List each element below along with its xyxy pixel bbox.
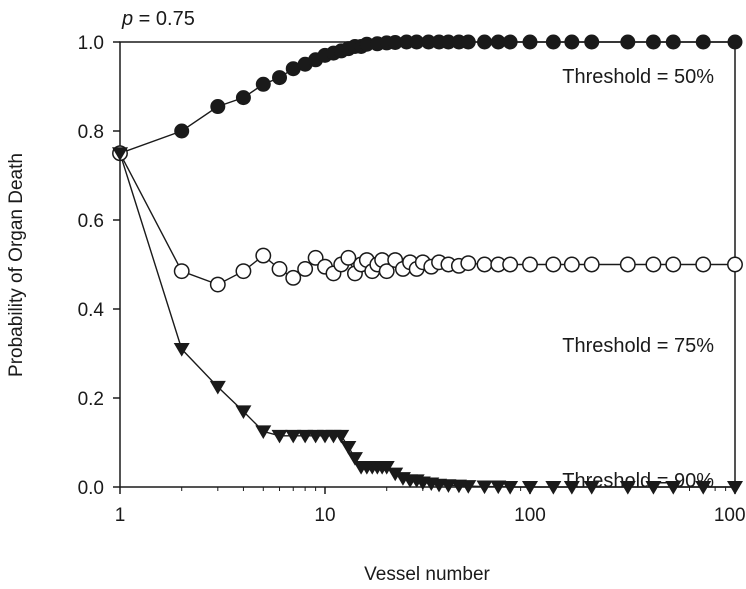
- data-point-filled-circle: [620, 34, 636, 50]
- data-point-triangle-down: [209, 380, 226, 395]
- data-point-open-circle: [340, 249, 357, 266]
- data-point-triangle-down: [297, 429, 314, 444]
- data-point-filled-circle: [255, 76, 271, 92]
- data-point-filled-circle: [564, 34, 580, 50]
- data-point-open-circle: [476, 256, 493, 273]
- x-axis-title: Vessel number: [364, 564, 490, 584]
- data-point-open-circle: [378, 263, 395, 280]
- data-point-triangle-down: [173, 343, 190, 357]
- data-point-open-circle: [727, 256, 743, 273]
- data-point-filled-circle: [272, 70, 288, 86]
- p-value: = 0.75: [133, 8, 195, 30]
- data-point-triangle-down: [271, 429, 288, 444]
- data-point-triangle-down: [695, 481, 712, 495]
- data-point-open-circle: [665, 256, 682, 273]
- data-point-triangle-down: [255, 425, 272, 439]
- x-tick-label: 1: [115, 505, 126, 526]
- data-point-open-circle: [563, 256, 580, 273]
- series-line: [119, 153, 735, 488]
- data-point-triangle-down: [522, 481, 538, 495]
- data-point-open-circle: [173, 263, 190, 280]
- series-line: [119, 41, 735, 154]
- data-point-triangle-down: [378, 460, 395, 475]
- data-point-triangle-down: [235, 405, 252, 419]
- data-point-filled-circle: [477, 34, 493, 50]
- y-tick-label: 0.4: [78, 300, 105, 321]
- data-point-open-circle: [522, 256, 538, 273]
- x-tick-label: 100: [514, 505, 546, 526]
- data-point-filled-circle: [727, 34, 743, 50]
- y-tick-label: 1.0: [78, 33, 104, 54]
- data-point-triangle-down: [727, 481, 743, 495]
- data-point-open-circle: [285, 269, 302, 286]
- data-point-filled-circle: [460, 34, 476, 50]
- data-point-triangle-down: [476, 480, 493, 495]
- data-point-triangle-down: [502, 481, 519, 495]
- data-point-open-circle: [209, 276, 226, 293]
- marks-layer: [112, 34, 743, 495]
- data-point-filled-circle: [502, 34, 518, 50]
- data-point-open-circle: [255, 247, 272, 264]
- series-label-threshold-75: Threshold = 75%: [562, 335, 714, 357]
- y-tick-label: 0.2: [78, 389, 104, 410]
- p-annotation: p = 0.75: [121, 8, 195, 30]
- data-point-open-circle: [297, 261, 314, 277]
- data-point-filled-circle: [545, 34, 561, 50]
- data-point-triangle-down: [387, 467, 404, 482]
- data-point-open-circle: [645, 256, 662, 273]
- data-point-filled-circle: [584, 34, 600, 50]
- y-tick-label: 0.8: [78, 122, 104, 143]
- ticks-layer: 0.0 0.2 0.4 0.6 0.8 1.0 1 10 100 1000: [78, 33, 746, 526]
- data-point-triangle-down: [340, 440, 357, 455]
- data-point-open-circle: [235, 263, 252, 280]
- data-point-triangle-down: [346, 452, 363, 466]
- data-point-triangle-down: [285, 429, 302, 444]
- data-point-open-circle: [583, 256, 600, 273]
- y-tick-label: 0.0: [78, 478, 104, 499]
- data-point-open-circle: [695, 256, 712, 273]
- data-point-open-circle: [460, 255, 477, 272]
- data-point-triangle-down: [490, 480, 507, 495]
- series-label-threshold-90: Threshold = 90%: [562, 470, 714, 492]
- data-point-filled-circle: [695, 34, 711, 50]
- data-point-filled-circle: [210, 99, 226, 115]
- x-tick-label: 1000: [714, 505, 746, 526]
- data-point-triangle-down: [645, 481, 662, 495]
- data-point-triangle-down: [333, 429, 350, 444]
- data-point-triangle-down: [583, 481, 600, 495]
- data-point-open-circle: [271, 261, 288, 277]
- series-label-threshold-50: Threshold = 50%: [562, 66, 714, 88]
- data-point-open-circle: [619, 256, 636, 273]
- y-axis-title: Probability of Organ Death: [6, 153, 27, 377]
- data-point-triangle-down: [460, 480, 477, 494]
- data-point-filled-circle: [645, 34, 661, 50]
- data-point-filled-circle: [522, 34, 538, 50]
- data-point-triangle-down: [545, 481, 562, 495]
- data-point-filled-circle: [174, 123, 190, 139]
- data-point-triangle-down: [619, 481, 636, 495]
- data-point-open-circle: [545, 256, 562, 273]
- data-point-triangle-down: [665, 481, 682, 495]
- data-point-triangle-down: [563, 481, 580, 495]
- data-point-triangle-down: [112, 147, 128, 161]
- data-point-filled-circle: [235, 90, 251, 106]
- x-tick-label: 10: [314, 505, 335, 526]
- p-symbol: p: [121, 8, 133, 30]
- data-point-filled-circle: [665, 34, 681, 50]
- y-tick-label: 0.6: [78, 211, 104, 232]
- data-point-open-circle: [502, 256, 519, 273]
- data-point-triangle-down: [440, 479, 457, 493]
